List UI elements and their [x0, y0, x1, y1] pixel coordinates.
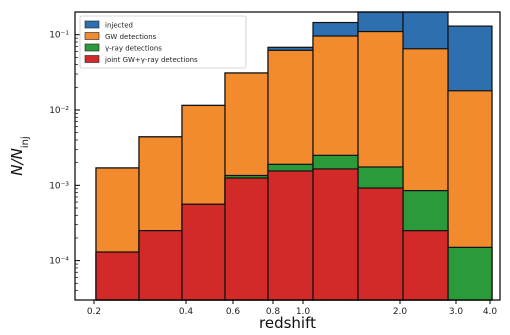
x-tick-label-2: 0.6: [226, 307, 241, 317]
x-tick-label-3: 0.8: [266, 307, 281, 317]
x-tick-label-1: 0.4: [179, 307, 194, 317]
legend-label-0: injected: [105, 22, 133, 30]
bar--ray-detections-8: [447, 246, 493, 301]
y-axis-label: N/Ninj: [8, 136, 31, 175]
y-tick-label-3: 10⁻⁴: [49, 257, 69, 267]
bar-joint-gw-ray-detections-4: [267, 170, 314, 301]
x-axis-label: redshift: [259, 314, 316, 332]
bar-joint-gw-ray-detections-5: [312, 168, 359, 301]
bar-joint-gw-ray-detections-0: [95, 251, 140, 301]
legend-box: [79, 15, 247, 69]
plot-frame: [74, 11, 501, 301]
bar-joint-gw-ray-detections-6: [357, 187, 404, 301]
legend-swatch-2: [84, 43, 100, 52]
bar-joint-gw-ray-detections-1: [138, 230, 183, 301]
legend: injected GW detections γ-ray detections joi…: [79, 15, 247, 69]
bar-joint-gw-ray-detections-2: [181, 203, 226, 301]
legend-swatch-0: [84, 20, 100, 29]
legend-label-1: GW detections: [105, 33, 157, 41]
y-tick-label-1: 10⁻²: [49, 106, 69, 116]
x-tick-label-0: 0.2: [87, 307, 101, 317]
x-tick-label-4: 1.0: [296, 307, 311, 317]
bars-layer: [95, 11, 493, 301]
x-tick-label-5: 2.0: [393, 307, 408, 317]
legend-swatch-3: [84, 55, 100, 63]
y-axis: 10⁻¹ 10⁻² 10⁻³ 10⁻⁴: [49, 11, 80, 301]
y-tick-label-2: 10⁻³: [49, 181, 69, 191]
x-axis: 0.2 0.4 0.6 0.8 1.0 2.0 3.0 4.0: [87, 300, 498, 317]
legend-label-2: γ-ray detections: [105, 45, 162, 53]
bar-joint-gw-ray-detections-7: [402, 230, 449, 301]
x-tick-label-6: 3.0: [449, 307, 464, 317]
legend-swatch-1: [84, 32, 100, 40]
bar-joint-gw-ray-detections-3: [224, 177, 269, 301]
legend-label-3: joint GW+γ-ray detections: [104, 56, 198, 64]
x-tick-label-7: 4.0: [483, 307, 498, 317]
y-tick-label-0: 10⁻¹: [49, 31, 69, 41]
